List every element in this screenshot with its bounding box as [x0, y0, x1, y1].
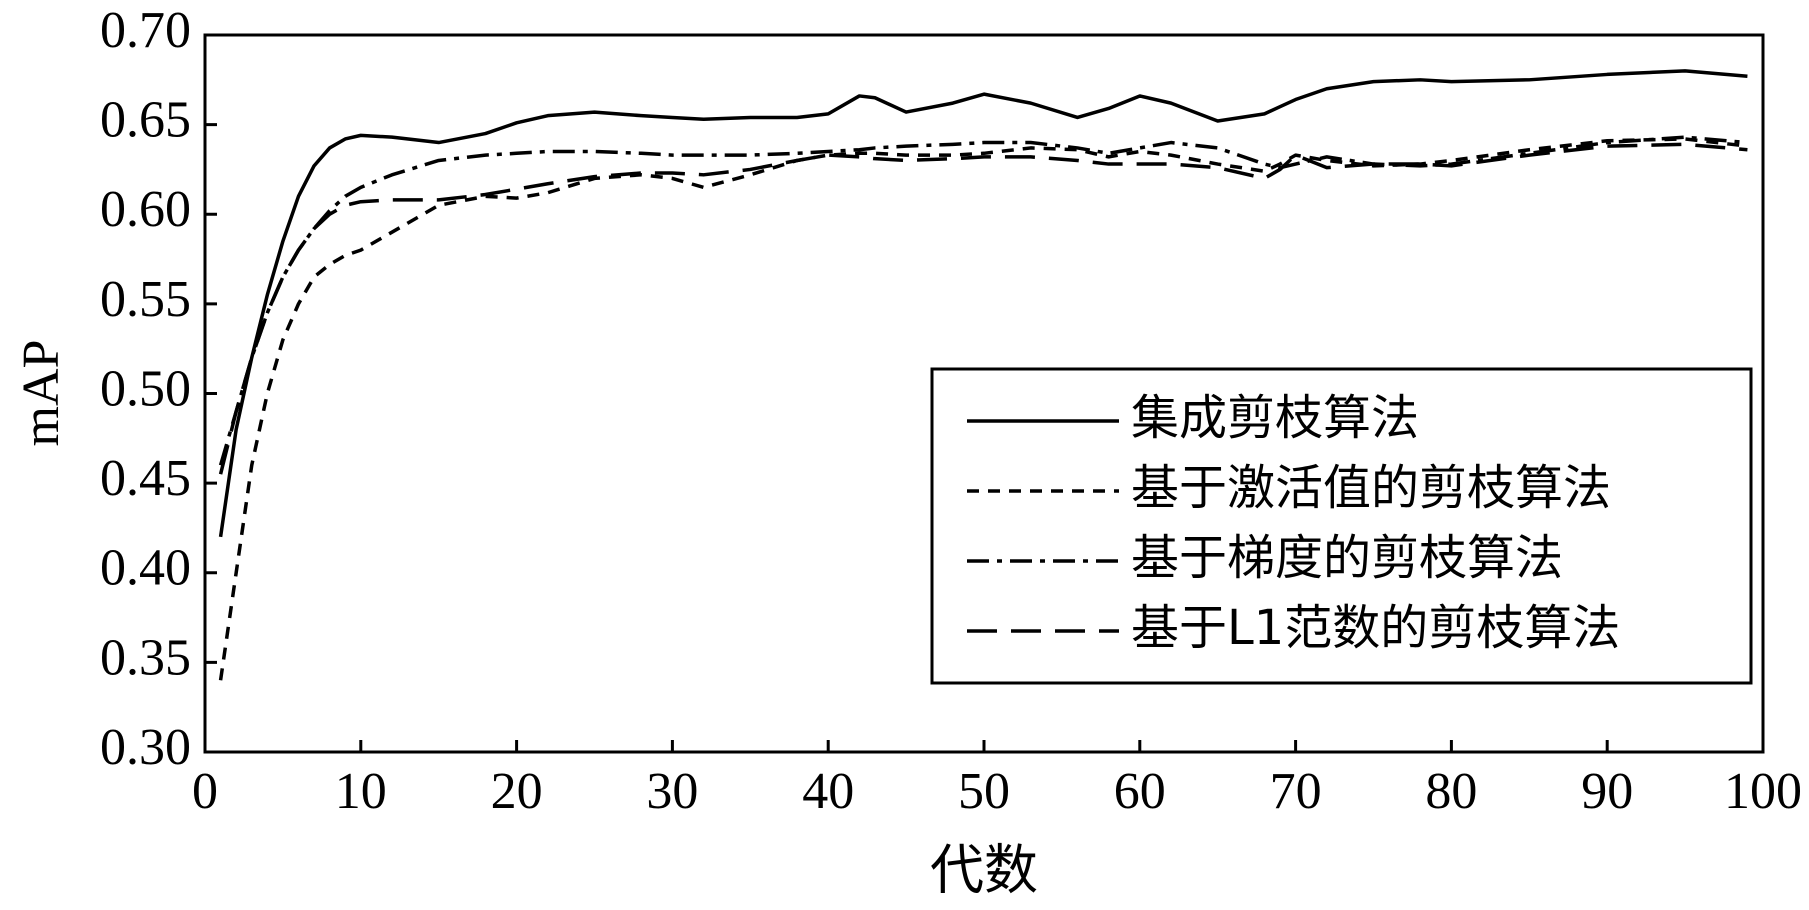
legend-label: 集成剪枝算法 — [1131, 390, 1419, 446]
y-tick-label: 0.30 — [100, 719, 191, 776]
series-line — [218, 69, 1748, 538]
x-axis-title: 代数 — [930, 839, 1038, 902]
legend-label: 基于梯度的剪枝算法 — [1131, 530, 1563, 586]
y-tick-label: 0.35 — [100, 629, 191, 686]
x-tick-label: 0 — [192, 763, 218, 820]
x-tick-label: 70 — [1270, 763, 1322, 820]
y-tick-label: 0.55 — [100, 271, 191, 328]
x-tick-label: 100 — [1724, 763, 1802, 820]
y-tick-label: 0.45 — [100, 450, 191, 507]
x-tick-label: 10 — [335, 763, 387, 820]
y-tick-label: 0.70 — [100, 2, 191, 59]
x-tick-label: 30 — [646, 763, 698, 820]
x-tick-label: 60 — [1114, 763, 1166, 820]
series-line — [218, 135, 1748, 466]
series-line — [218, 142, 1748, 475]
y-tick-label: 0.50 — [100, 360, 191, 417]
series-line — [218, 137, 1748, 681]
y-tick-label: 0.60 — [100, 181, 191, 238]
x-tick-label: 20 — [491, 763, 543, 820]
y-axis-title: mAP — [13, 340, 70, 447]
x-tick-label: 50 — [958, 763, 1010, 820]
x-tick-label: 90 — [1581, 763, 1633, 820]
x-tick-label: 40 — [802, 763, 854, 820]
x-tick-label: 80 — [1425, 763, 1477, 820]
legend-label: 基于激活值的剪枝算法 — [1131, 460, 1611, 516]
y-tick-label: 0.40 — [100, 540, 191, 597]
y-tick-label: 0.65 — [100, 92, 191, 149]
legend-label: 基于L1范数的剪枝算法 — [1131, 600, 1620, 656]
